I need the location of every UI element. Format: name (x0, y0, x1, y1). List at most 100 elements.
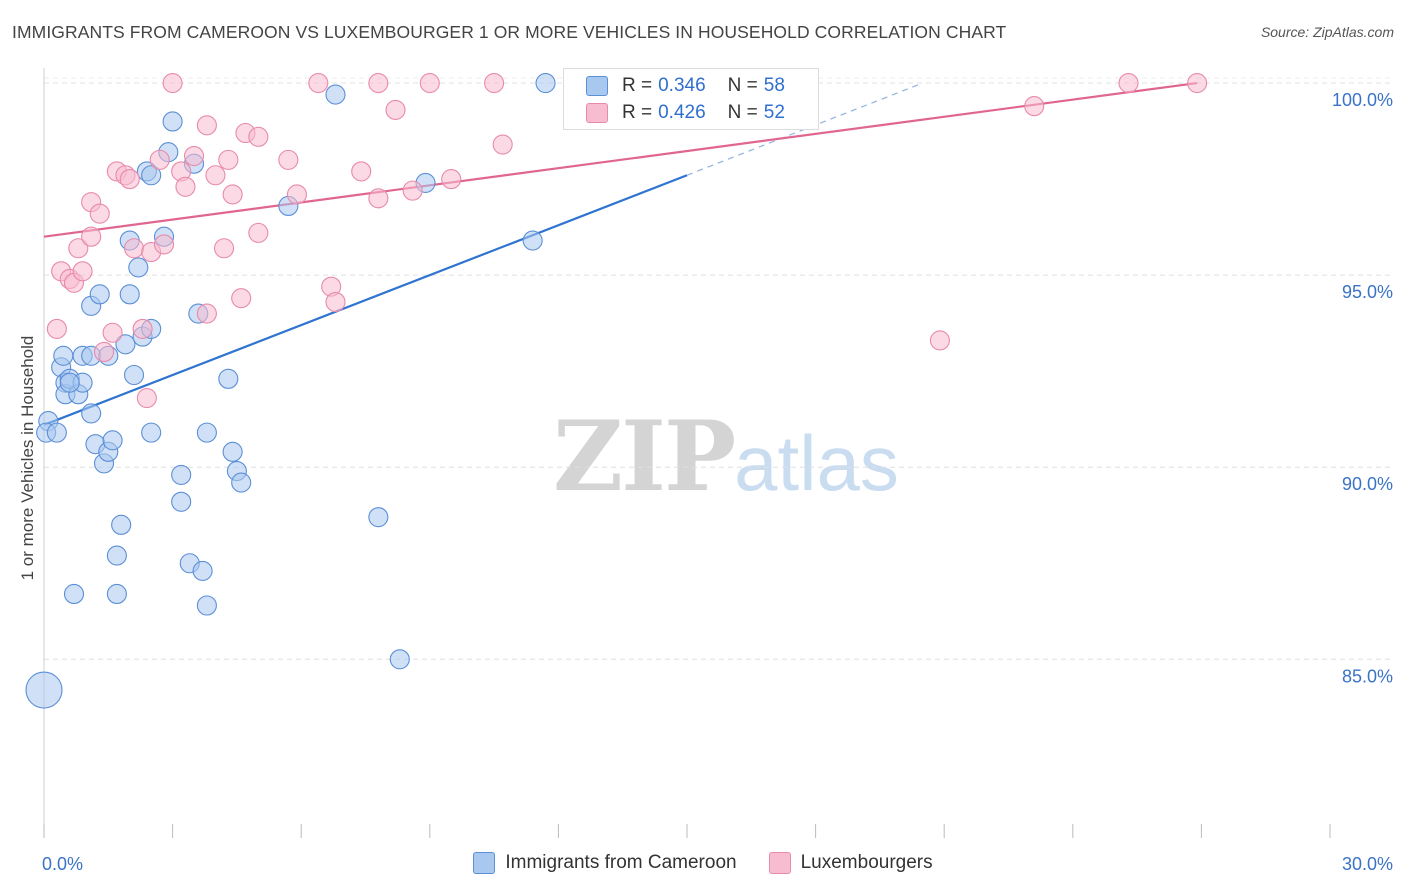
data-point-luxembourgers (419, 72, 440, 94)
data-point-cameroon (59, 372, 80, 393)
data-point-luxembourgers (1118, 72, 1139, 94)
data-point-luxembourgers (484, 72, 505, 94)
data-point-luxembourgers (492, 134, 513, 155)
data-point-cameroon (222, 441, 243, 462)
legend-r-value: 0.346 (658, 75, 706, 96)
x-tick-label: 0.0% (42, 854, 83, 874)
data-point-luxembourgers (136, 388, 157, 409)
series-legend: Immigrants from Cameroon Luxembourgers (0, 852, 1406, 874)
y-tick-label: 95.0% (1342, 282, 1393, 302)
data-point-luxembourgers (286, 184, 307, 205)
watermark-atlas: atlas (734, 419, 899, 507)
data-point-luxembourgers (162, 72, 183, 94)
data-point-luxembourgers (368, 72, 389, 94)
tick-labels: 85.0% 90.0% 95.0% 100.0% 0.0% 30.0% (42, 90, 1393, 874)
data-point-cameroon (115, 334, 136, 355)
data-point-cameroon (162, 111, 183, 132)
legend-swatch-blue (473, 852, 496, 874)
data-point-luxembourgers (119, 169, 140, 190)
data-point-luxembourgers (93, 341, 115, 363)
data-point-cameroon (141, 422, 162, 443)
data-point-luxembourgers (441, 169, 462, 190)
legend-swatch-pink (586, 103, 608, 123)
data-point-luxembourgers (1187, 72, 1208, 94)
data-point-luxembourgers (72, 261, 93, 282)
data-point-luxembourgers (46, 318, 67, 339)
legend-n-label: N = (727, 75, 758, 96)
data-point-cameroon (106, 545, 127, 566)
legend-n-value: 52 (763, 102, 785, 123)
data-point-luxembourgers (175, 176, 196, 197)
data-point-luxembourgers (385, 99, 406, 120)
data-point-luxembourgers (231, 288, 252, 309)
legend-n-label: N = (727, 102, 758, 123)
watermark: ZIPatlas (553, 400, 899, 513)
data-point-cameroon (25, 671, 63, 709)
data-point-cameroon (389, 649, 410, 670)
data-point-luxembourgers (213, 238, 235, 259)
data-point-cameroon (171, 491, 192, 512)
data-point-luxembourgers (205, 165, 226, 186)
legend-item-cameroon[interactable]: Immigrants from Cameroon (473, 852, 737, 874)
legend-row-luxembourgers: R = 0.426 N = 52 (586, 100, 785, 126)
series-luxembourgers-points (46, 72, 1208, 409)
legend-r-value: 0.426 (658, 102, 706, 123)
data-point-cameroon (119, 284, 140, 305)
data-point-cameroon (53, 345, 74, 366)
legend-r-label: R = (622, 75, 653, 96)
y-tick-label: 100.0% (1332, 90, 1393, 110)
data-point-luxembourgers (368, 188, 389, 209)
data-point-cameroon (522, 230, 543, 251)
data-point-cameroon (102, 430, 123, 451)
legend-swatch-blue (586, 76, 608, 96)
trend-line-cameroon (43, 174, 688, 426)
data-point-luxembourgers (222, 184, 243, 205)
data-point-luxembourgers (218, 149, 239, 170)
data-point-luxembourgers (68, 238, 89, 259)
data-point-cameroon (46, 422, 67, 443)
data-point-luxembourgers (102, 322, 123, 343)
data-point-cameroon (535, 72, 556, 94)
series-cameroon-points (25, 72, 556, 709)
data-point-luxembourgers (81, 226, 102, 247)
data-point-luxembourgers (196, 303, 217, 324)
data-point-luxembourgers (183, 145, 205, 167)
y-axis-title: 1 or more Vehicles in Household (18, 335, 37, 581)
data-point-luxembourgers (248, 126, 269, 147)
data-point-cameroon (192, 560, 213, 581)
chart-title: IMMIGRANTS FROM CAMEROON VS LUXEMBOURGER… (12, 22, 1007, 42)
data-point-luxembourgers (325, 291, 346, 313)
data-point-cameroon (218, 368, 239, 389)
y-tick-label: 90.0% (1342, 474, 1393, 494)
data-point-luxembourgers (123, 238, 145, 259)
data-point-cameroon (141, 165, 162, 186)
data-point-luxembourgers (351, 161, 372, 182)
data-point-cameroon (123, 364, 145, 386)
data-point-luxembourgers (132, 318, 153, 339)
trend-line-luxembourgers (43, 81, 1198, 238)
source-credit: Source: ZipAtlas.com (1260, 24, 1394, 40)
data-point-cameroon (128, 257, 149, 278)
legend-label-cameroon: Immigrants from Cameroon (505, 852, 737, 873)
legend-item-luxembourgers[interactable]: Luxembourgers (768, 852, 933, 874)
data-point-luxembourgers (196, 115, 217, 136)
data-point-luxembourgers (89, 203, 110, 224)
data-point-cameroon (106, 583, 127, 605)
grid-lines (44, 77, 1394, 660)
watermark-zip: ZIP (553, 400, 736, 513)
legend-r-label: R = (622, 102, 653, 123)
stats-legend: R = 0.346 N = 58 R = 0.426 N = 52 (563, 68, 819, 130)
data-point-cameroon (368, 507, 389, 528)
y-tick-label: 85.0% (1342, 666, 1393, 686)
legend-swatch-pink (768, 852, 791, 874)
data-point-cameroon (89, 284, 110, 305)
data-point-luxembourgers (308, 72, 329, 94)
data-point-luxembourgers (278, 149, 299, 170)
data-point-cameroon (231, 472, 252, 493)
data-point-luxembourgers (929, 330, 950, 351)
data-point-luxembourgers (153, 234, 175, 255)
legend-label-luxembourgers: Luxembourgers (800, 852, 933, 873)
data-point-luxembourgers (248, 222, 269, 243)
data-point-cameroon (171, 464, 192, 485)
